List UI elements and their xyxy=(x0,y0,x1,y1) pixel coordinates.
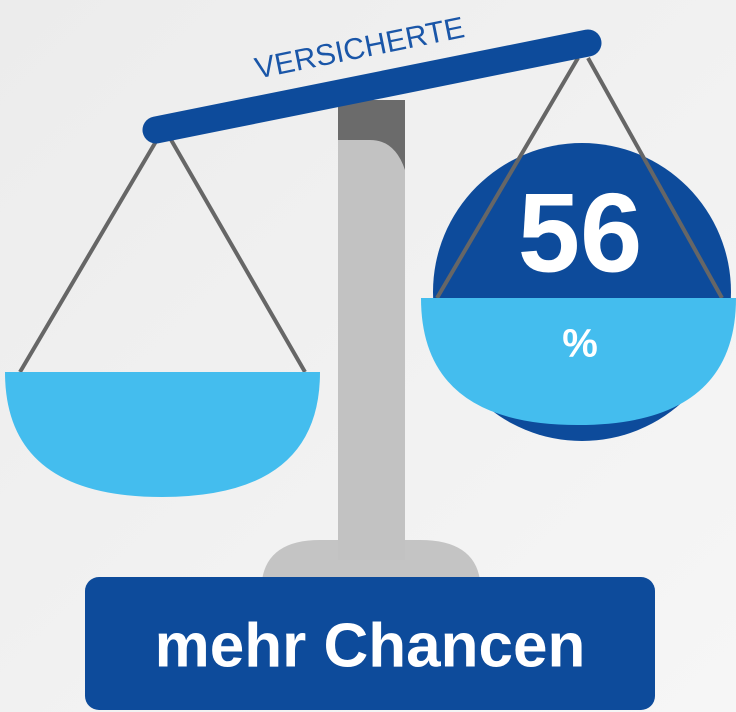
pillar xyxy=(338,100,405,560)
percentage-number: 56 xyxy=(518,171,643,296)
scale-infographic: VERSICHERTE 56 % mehr Chancen xyxy=(0,0,736,712)
page: VERSICHERTE 56 % mehr Chancen (() => { c… xyxy=(0,0,736,712)
footer-label: mehr Chancen xyxy=(155,611,586,680)
percentage-unit: % xyxy=(562,322,598,366)
